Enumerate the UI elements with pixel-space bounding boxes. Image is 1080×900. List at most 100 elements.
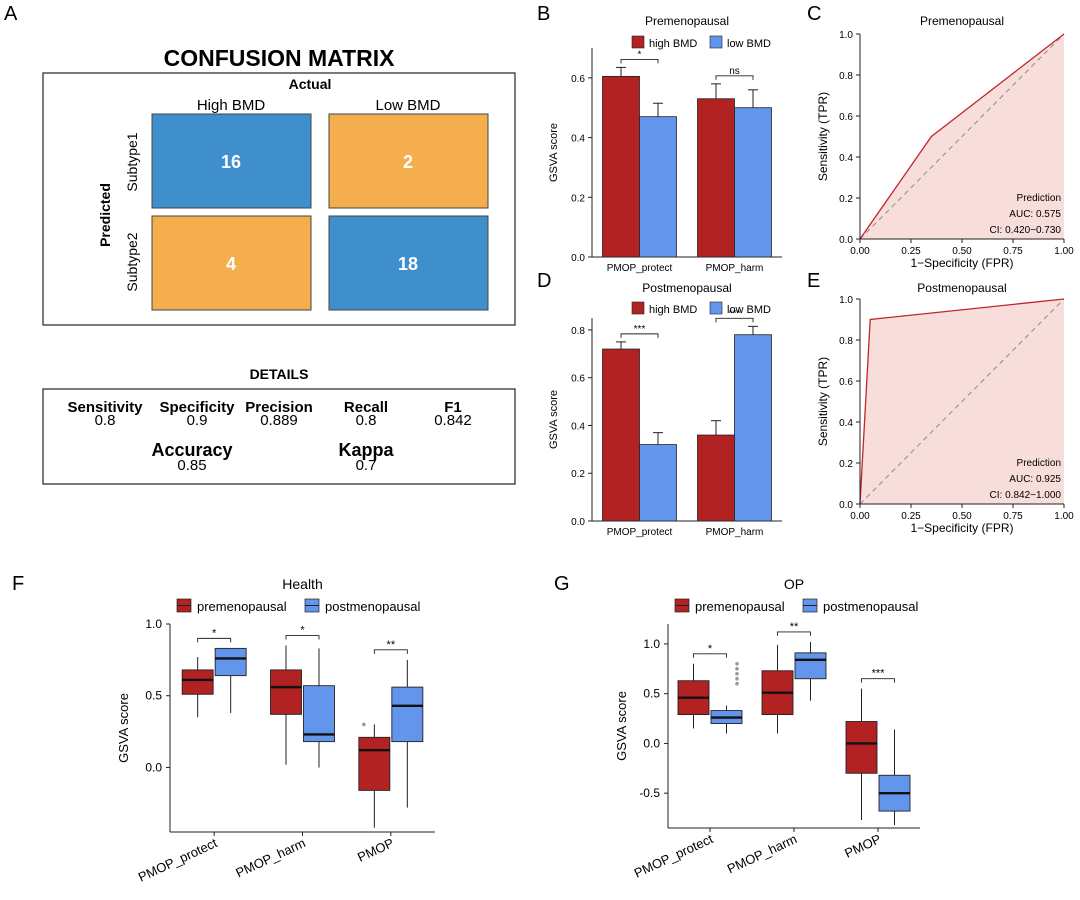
y-tick-label: 0.0 <box>643 736 660 750</box>
bar-PMOP_harm-1 <box>734 107 772 258</box>
significance-bracket <box>285 635 320 640</box>
predicted-axis-label: Predicted <box>97 183 113 247</box>
roc-curve <box>859 298 1065 505</box>
bar-chart-premenopausal: Premenopausal high BMD low BMD 0.0 0.2 0.4 0.6… <box>548 14 782 274</box>
significance-label: ns <box>729 66 740 77</box>
y-tick-label: 0.0 <box>145 760 162 774</box>
significance-label: ** <box>790 621 799 633</box>
box-PMOP_harm-0 <box>270 669 302 715</box>
y-tick-label: 0.2 <box>571 193 585 204</box>
x-tick-label: PMOP_protect <box>632 831 716 881</box>
bar-PMOP_protect-0 <box>602 348 640 522</box>
y-axis-label: GSVA score <box>614 691 629 761</box>
box-PMOP-1 <box>391 686 424 743</box>
bar-PMOP_harm-1 <box>734 334 772 522</box>
x-tick-label: PMOP_harm <box>706 263 764 274</box>
details-frame <box>42 388 516 485</box>
roc-curve-premenopausal: Premenopausal 0.0 0.2 0.4 0.6 0.8 1.0 0.00 0.25 0… <box>816 14 1074 270</box>
y-axis-label: Sensitivity (TPR) <box>816 357 830 446</box>
metric-recall-name: Recall <box>344 399 388 416</box>
x-tick-label: PMOP_harm <box>233 835 307 880</box>
boxplot-op: OP premenopausal postmenopausal -0.5 0.0 0.5 1… <box>614 576 920 881</box>
roc-ci-label: CI: 0.420−0.730 <box>990 225 1062 236</box>
cm-value-tn: 18 <box>398 254 418 274</box>
column-label-low-bmd: Low BMD <box>375 97 440 114</box>
metric-kappa-name: Kappa <box>338 440 394 460</box>
legend-label-0: premenopausal <box>197 599 287 614</box>
y-tick-label: 0.8 <box>571 326 585 337</box>
x-tick-label: 0.25 <box>901 511 921 522</box>
significance-bracket <box>715 75 754 80</box>
legend-swatch-1 <box>709 35 723 49</box>
significance-label: *** <box>634 324 646 335</box>
confusion-matrix-title: CONFUSION MATRIX <box>164 45 396 71</box>
legend-label-1: postmenopausal <box>325 599 421 614</box>
x-tick-label: 0.25 <box>901 246 921 257</box>
cm-value-fn: 4 <box>226 254 236 274</box>
chart-title: Postmenopausal <box>642 281 731 295</box>
y-tick-label: 1.0 <box>643 637 660 651</box>
x-tick-label: 0.00 <box>850 511 870 522</box>
legend-swatch-0 <box>631 35 645 49</box>
panel-label-g: G <box>554 573 570 595</box>
metric-f1-value: 0.842 <box>434 412 472 429</box>
roc-legend-title: Prediction <box>1017 458 1061 469</box>
y-tick-label: 0.6 <box>839 377 853 388</box>
y-tick-label: 0.4 <box>839 153 853 164</box>
metric-recall-value: 0.8 <box>356 412 377 429</box>
x-tick-label: 0.75 <box>1003 511 1023 522</box>
y-axis-label: Sensitivity (TPR) <box>816 92 830 181</box>
metric-specificity-value: 0.9 <box>187 412 208 429</box>
panel-label-d: D <box>537 270 551 292</box>
y-axis-label: GSVA score <box>548 123 560 182</box>
x-tick-label: PMOP_protect <box>607 263 673 274</box>
significance-label: ** <box>387 639 396 651</box>
y-tick-label: -0.5 <box>639 786 660 800</box>
y-tick-label: 0.2 <box>839 459 853 470</box>
significance-label: *** <box>872 668 886 680</box>
box-PMOP-0 <box>845 721 878 774</box>
cm-cell-tn <box>328 215 489 311</box>
y-tick-label: 0.0 <box>571 253 585 264</box>
significance-bracket <box>777 631 811 636</box>
y-tick-label: 0.0 <box>839 235 853 246</box>
y-tick-label: 1.0 <box>145 617 162 631</box>
roc-curve-postmenopausal: Postmenopausal 0.0 0.2 0.4 0.6 0.8 1.0 0.00 0.25… <box>816 281 1074 535</box>
metric-specificity-name: Specificity <box>159 399 235 416</box>
legend-label-0: high BMD <box>649 38 697 50</box>
metric-sensitivity-name: Sensitivity <box>67 399 143 416</box>
metric-precision-name: Precision <box>245 399 313 416</box>
y-tick-label: 0.2 <box>839 194 853 205</box>
y-axis-label: GSVA score <box>548 390 560 449</box>
confusion-matrix-frame <box>42 72 516 326</box>
y-tick-label: 0.4 <box>571 421 585 432</box>
outlier-point <box>735 681 739 686</box>
significance-bracket <box>620 58 659 64</box>
box-PMOP_harm-1 <box>794 652 827 680</box>
row-label-subtype2: Subtype2 <box>124 232 140 291</box>
metric-accuracy-name: Accuracy <box>151 440 232 460</box>
y-tick-label: 0.0 <box>839 500 853 511</box>
column-label-high-bmd: High BMD <box>197 97 266 114</box>
significance-bracket <box>693 653 727 658</box>
significance-bracket <box>373 649 408 654</box>
panel-label-b: B <box>537 3 550 25</box>
roc-auc-label: AUC: 0.575 <box>1009 209 1061 220</box>
panel-label-f: F <box>12 573 24 595</box>
outlier-point <box>735 662 739 666</box>
x-tick-label: 0.00 <box>850 246 870 257</box>
actual-axis-label: Actual <box>289 76 332 92</box>
metric-sensitivity-value: 0.8 <box>95 412 116 429</box>
metric-kappa-value: 0.7 <box>356 457 377 474</box>
chart-title: Premenopausal <box>920 14 1004 28</box>
x-tick-label: PMOP_harm <box>725 831 799 876</box>
reference-diagonal <box>859 298 1065 505</box>
significance-bracket <box>620 333 659 338</box>
legend-swatch-0 <box>631 301 645 315</box>
cm-cell-fp <box>328 113 489 209</box>
x-tick-label: 0.50 <box>952 511 972 522</box>
legend-label-1: low BMD <box>727 38 771 50</box>
x-tick-label: 0.75 <box>1003 246 1023 257</box>
significance-label: *** <box>729 308 741 319</box>
